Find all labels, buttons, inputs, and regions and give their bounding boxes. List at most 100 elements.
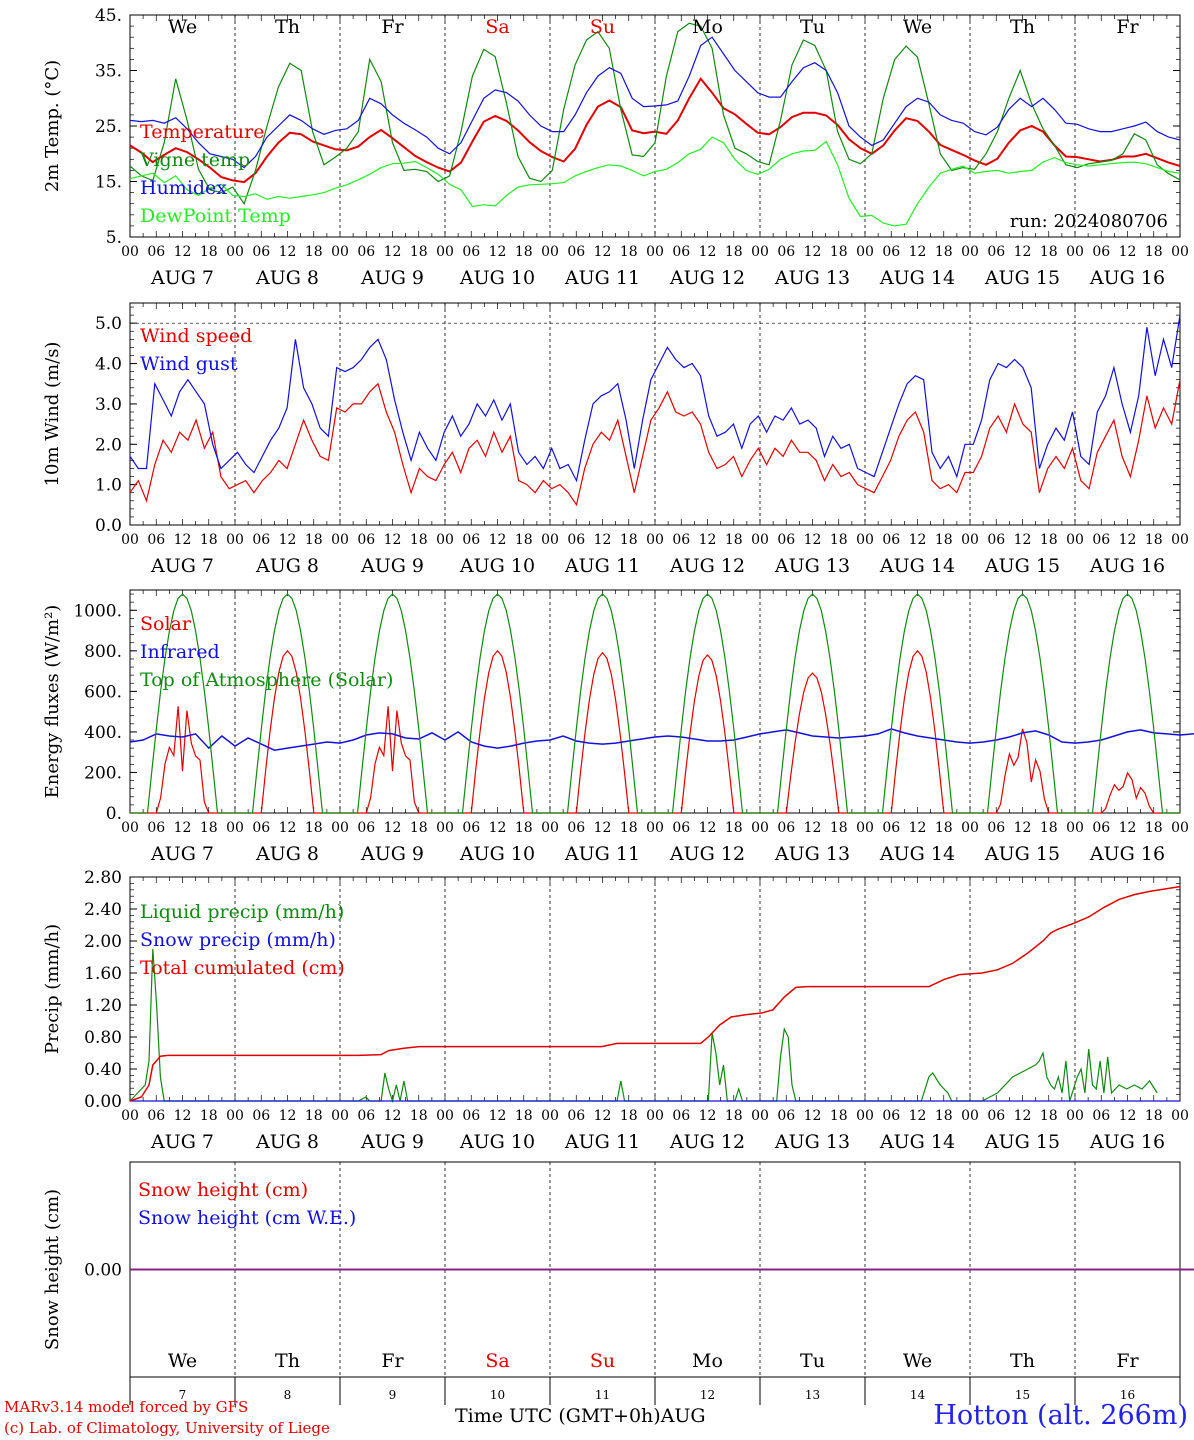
hour-label: 12 [384,532,402,548]
hour-label: 00 [436,820,454,836]
date-label: AUG 11 [564,267,640,289]
hour-label: 12 [279,820,297,836]
hour-label: 00 [436,244,454,260]
legend-entry: Wind gust [140,353,238,375]
hour-label: 00 [331,532,349,548]
series-line-total-cumulated-cm- [129,885,1181,1102]
day-number-label: 13 [805,1388,820,1402]
hour-label: 06 [882,532,900,548]
series-line-temperature [129,77,1181,184]
series-line-liquid-precip-mm-h- [129,948,1158,1104]
y-tick-label: 0. [106,804,122,824]
hour-label: 06 [357,244,375,260]
y-tick-label: 1.0 [95,476,122,496]
hour-label: 18 [1040,1108,1058,1124]
weekday-label: Tu [800,16,825,38]
y-tick-label: 0.0 [95,516,122,536]
date-label: AUG 13 [774,555,850,577]
weekday-label: Mo [692,1350,723,1372]
legend-entry: Total cumulated (cm) [140,957,345,979]
legend-entry: Temperature [140,121,264,143]
hour-label: 12 [699,1108,717,1124]
hour-label: 06 [1092,1108,1110,1124]
legend-entry: Infrared [140,641,220,663]
legend-entry: DewPoint Temp [140,205,291,227]
day-number-label: 10 [490,1388,505,1402]
day-number-label: 14 [910,1388,926,1402]
date-label: AUG 12 [669,267,745,289]
hour-label: 18 [515,1108,533,1124]
date-label: AUG 16 [1089,555,1165,577]
hour-label: 06 [252,820,270,836]
series-line-wind-gust [129,315,1181,483]
hour-label: 06 [147,244,165,260]
hour-label: 00 [541,532,559,548]
hour-label: 00 [646,820,664,836]
date-label: AUG 10 [459,555,535,577]
hour-label: 18 [620,820,638,836]
y-axis-label: Snow height (cm) [42,1189,63,1350]
series-line-infrared [129,728,1194,751]
y-tick-label: 3.0 [95,395,122,415]
hour-label: 00 [751,1108,769,1124]
hour-label: 00 [541,820,559,836]
day-number-label: 11 [595,1388,610,1402]
date-label: AUG 9 [360,555,424,577]
hour-label: 06 [147,532,165,548]
y-tick-label: 2.80 [84,868,122,888]
hour-label: 06 [252,1108,270,1124]
hour-label: 18 [1040,244,1058,260]
hour-label: 18 [410,244,428,260]
hour-label: 12 [699,820,717,836]
hour-label: 18 [1040,820,1058,836]
hour-label: 00 [1171,532,1189,548]
y-axis-label: 10m Wind (m/s) [42,342,63,487]
y-tick-label: 1.60 [84,964,122,984]
hour-label: 12 [594,532,612,548]
date-label: AUG 15 [984,1131,1060,1153]
hour-label: 06 [147,1108,165,1124]
hour-label: 00 [331,244,349,260]
hour-label: 18 [200,820,218,836]
weekday-label: We [903,1350,932,1372]
y-tick-label: 2.00 [84,932,122,952]
hour-label: 06 [357,532,375,548]
hour-label: 18 [515,820,533,836]
hour-label: 06 [147,820,165,836]
hour-label: 18 [620,1108,638,1124]
hour-label: 18 [410,1108,428,1124]
hour-label: 12 [489,1108,507,1124]
date-label: AUG 7 [150,555,214,577]
weekday-label: Fr [381,1350,404,1372]
weekday-label: Th [275,1350,300,1372]
hour-label: 00 [751,820,769,836]
y-axis-label: Energy fluxes (W/m²) [42,605,63,799]
date-label: AUG 10 [459,267,535,289]
y-tick-label: 25. [95,117,122,137]
series-line-top-of-atmosphere-solar- [130,593,1180,814]
weekday-label: Th [1010,16,1035,38]
weekday-label: Th [275,16,300,38]
hour-label: 18 [830,532,848,548]
hour-label: 18 [1145,820,1163,836]
hour-label: 18 [1145,244,1163,260]
hour-label: 00 [1066,820,1084,836]
weekday-label: Fr [1116,1350,1139,1372]
hour-label: 06 [1092,244,1110,260]
hour-label: 12 [804,532,822,548]
y-tick-label: 4.0 [95,355,122,375]
legend-entry: Snow precip (mm/h) [140,929,336,951]
hour-label: 00 [856,1108,874,1124]
hour-label: 12 [909,820,927,836]
hour-label: 06 [567,1108,585,1124]
legend-entry: Snow height (cm) [138,1179,308,1201]
hour-label: 18 [1145,532,1163,548]
hour-label: 12 [909,532,927,548]
hour-label: 00 [1171,244,1189,260]
hour-label: 00 [121,244,139,260]
hour-label: 06 [672,244,690,260]
date-label: AUG 13 [774,267,850,289]
hour-label: 00 [961,532,979,548]
weekday-label: Sa [485,1350,509,1372]
